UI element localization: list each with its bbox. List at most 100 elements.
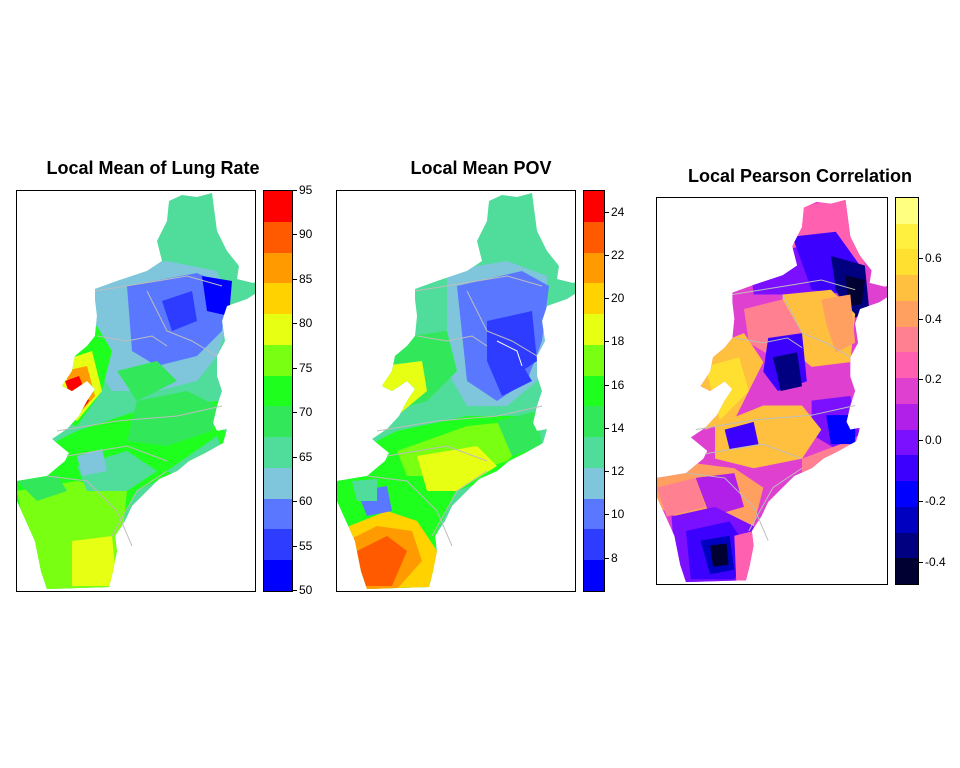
- legend-band: [896, 198, 918, 224]
- map-pov-svg: [337, 193, 575, 589]
- legend-corr-ticks: -0.4 -0.2 0.0 0.2 0.4 0.6: [919, 197, 955, 585]
- legend-tick-mark: [605, 211, 609, 213]
- legend-lung-ticks: 50 55 60 65 70 75 80 85 90 95: [293, 184, 323, 596]
- legend-band: [896, 557, 918, 584]
- legend-tick-label: 10: [611, 507, 625, 522]
- legend-band: [896, 532, 918, 559]
- legend-pov-ticks: 8 10 12 14 16 18 20 22 24: [605, 190, 635, 592]
- legend-band: [584, 467, 604, 499]
- legend-tick-label: 8: [611, 550, 618, 565]
- legend-band: [264, 344, 292, 376]
- legend-tick-mark: [293, 456, 297, 458]
- legend-band: [584, 498, 604, 530]
- legend-band: [264, 282, 292, 315]
- legend-band: [264, 528, 292, 561]
- legend-tick-mark: [293, 323, 297, 325]
- legend-band: [584, 344, 604, 376]
- panel-title-pov: Local Mean POV: [410, 158, 552, 178]
- legend-tick-mark: [605, 471, 609, 473]
- map-corr: [656, 197, 888, 585]
- legend-band: [584, 375, 604, 407]
- legend-tick-mark: [293, 545, 297, 547]
- legend-band: [896, 429, 918, 456]
- legend-tick-label: -0.2: [925, 493, 946, 508]
- legend-band: [896, 403, 918, 430]
- legend-corr: [895, 197, 919, 585]
- legend-band: [896, 274, 918, 301]
- legend-band: [896, 506, 918, 533]
- legend-tick-label: 0.6: [925, 250, 942, 265]
- legend-tick-mark: [919, 318, 923, 320]
- legend-tick-label: 85: [299, 271, 313, 286]
- map-lung-svg: [17, 193, 255, 589]
- legend-tick-mark: [605, 254, 609, 256]
- legend-tick-mark: [605, 341, 609, 343]
- legend-band: [264, 375, 292, 407]
- legend-band: [264, 436, 292, 468]
- legend-band: [584, 436, 604, 468]
- legend-tick-label: 12: [611, 464, 625, 479]
- legend-tick-label: 60: [299, 494, 313, 509]
- legend-band: [584, 559, 604, 591]
- legend-band: [584, 221, 604, 253]
- legend-tick-mark: [293, 367, 297, 369]
- legend-tick-mark: [293, 190, 297, 191]
- legend-band: [264, 191, 292, 222]
- legend-tick-mark: [605, 557, 609, 559]
- legend-band: [896, 326, 918, 353]
- legend-band: [584, 405, 604, 438]
- legend-tick-label: 0.0: [925, 433, 942, 448]
- legend-lung: [263, 190, 293, 592]
- legend-band: [896, 223, 918, 250]
- legend-band: [584, 282, 604, 315]
- legend-tick-mark: [293, 234, 297, 236]
- panel-title-corr: Local Pearson Correlation: [687, 166, 913, 186]
- legend-band: [896, 351, 918, 379]
- legend-tick-mark: [293, 412, 297, 414]
- legend-tick-mark: [919, 500, 923, 502]
- legend-tick-mark: [919, 561, 923, 563]
- legend-band: [264, 313, 292, 345]
- legend-tick-mark: [919, 440, 923, 442]
- legend-tick-label: 50: [299, 583, 313, 597]
- legend-band: [896, 300, 918, 327]
- legend-tick-label: 24: [611, 204, 625, 219]
- legend-tick-label: 90: [299, 227, 313, 242]
- legend-tick-mark: [605, 427, 609, 429]
- panel-title-lung: Local Mean of Lung Rate: [46, 158, 260, 178]
- map-lung: [16, 190, 256, 592]
- legend-band: [584, 252, 604, 284]
- legend-tick-mark: [293, 501, 297, 503]
- legend-band: [264, 221, 292, 253]
- legend-band: [584, 191, 604, 222]
- map-corr-svg: [657, 199, 887, 583]
- legend-band: [264, 559, 292, 591]
- legend-tick-mark: [293, 278, 297, 280]
- legend-pov: [583, 190, 605, 592]
- legend-tick-mark: [293, 590, 297, 591]
- legend-tick-label: 18: [611, 334, 625, 349]
- legend-tick-label: 95: [299, 183, 313, 197]
- legend-band: [264, 252, 292, 284]
- legend-tick-label: 75: [299, 360, 313, 375]
- legend-band: [896, 377, 918, 404]
- legend-tick-mark: [605, 298, 609, 300]
- legend-band: [264, 405, 292, 438]
- legend-tick-label: 16: [611, 377, 625, 392]
- legend-tick-label: 22: [611, 247, 625, 262]
- legend-band: [896, 480, 918, 507]
- legend-tick-label: -0.4: [925, 554, 946, 569]
- legend-band: [896, 454, 918, 482]
- legend-tick-label: 80: [299, 316, 313, 331]
- legend-band: [896, 248, 918, 276]
- legend-tick-label: 20: [611, 291, 625, 306]
- legend-tick-label: 0.2: [925, 372, 942, 387]
- legend-tick-label: 14: [611, 420, 625, 435]
- map-pov: [336, 190, 576, 592]
- legend-band: [264, 467, 292, 499]
- legend-tick-mark: [919, 257, 923, 259]
- legend-band: [584, 528, 604, 561]
- legend-tick-mark: [919, 379, 923, 381]
- legend-band: [584, 313, 604, 345]
- legend-tick-label: 70: [299, 405, 313, 420]
